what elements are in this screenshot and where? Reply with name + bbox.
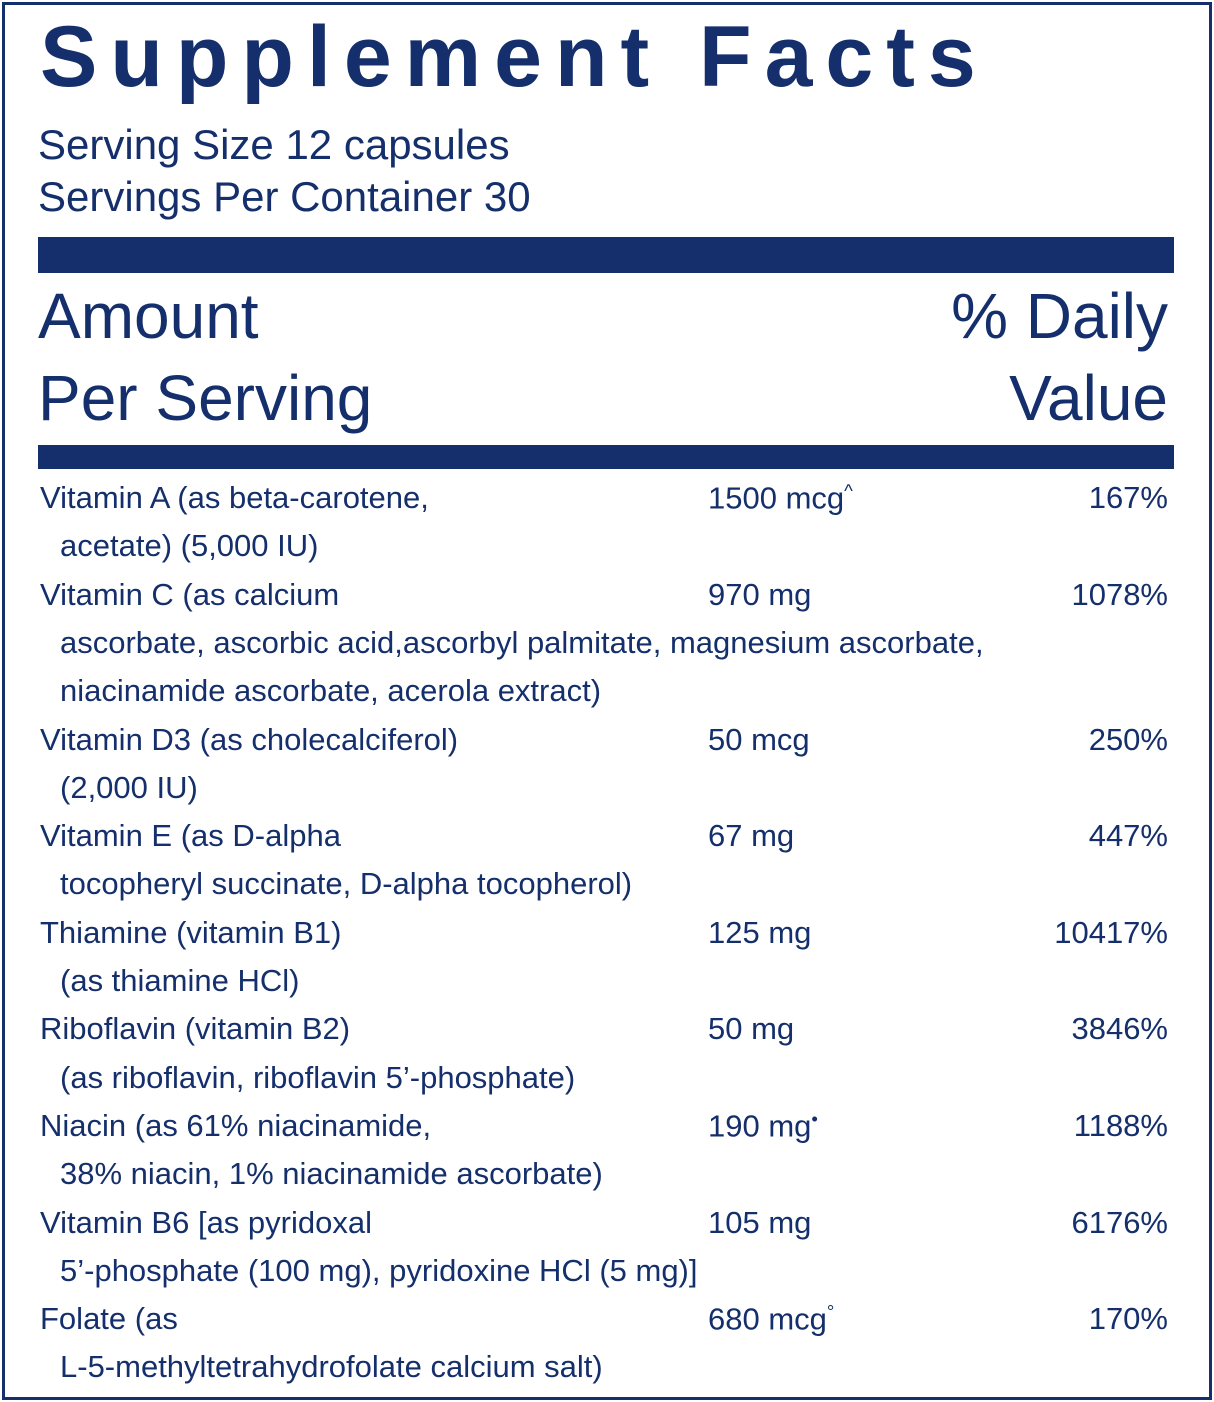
amount: 67 mg bbox=[708, 818, 795, 854]
nutrient-name: Vitamin D3 (as cholecalciferol) bbox=[40, 721, 459, 757]
dv-header: % Daily bbox=[951, 280, 1168, 352]
dv-header: Value bbox=[1009, 362, 1168, 434]
amount-cell: 970 mg bbox=[708, 579, 811, 610]
daily-value: 447% bbox=[1088, 818, 1168, 854]
amount: 1500 mcg bbox=[708, 480, 845, 516]
amount-cell: 50 mcg bbox=[708, 724, 810, 755]
nutrient-name: (as thiamine HCl) bbox=[60, 963, 300, 998]
nutrient-name: 5’-phosphate (100 mg), pyridoxine HCl (5… bbox=[60, 1252, 698, 1288]
nutrient-name: Niacin (as 61% niacinamide, bbox=[40, 1107, 432, 1143]
nutrient-name: Thiamine (vitamin B1) bbox=[40, 914, 342, 950]
amount-cell: 50 mg bbox=[708, 1013, 794, 1044]
nutrient-name: Vitamin C (as calcium bbox=[40, 576, 340, 612]
nutrient-name: Vitamin B6 [as pyridoxal bbox=[40, 1204, 372, 1240]
daily-value: 1078% bbox=[1071, 576, 1168, 612]
footnote-symbol: • bbox=[811, 1107, 818, 1129]
amount-cell: 105 mg bbox=[708, 1207, 811, 1238]
amount-cell: 1500 mcg^ bbox=[708, 480, 853, 516]
amount-cell: 67 mg bbox=[708, 820, 794, 851]
nutrient-name: ascorbate, ascorbic acid,ascorbyl palmit… bbox=[60, 624, 984, 660]
daily-value: 3846% bbox=[1071, 1011, 1168, 1047]
amount: 125 mg bbox=[708, 914, 812, 950]
servings-per-container: Servings Per Container 30 bbox=[38, 173, 531, 220]
daily-value: 250% bbox=[1088, 721, 1168, 757]
daily-value: 1188% bbox=[1073, 1107, 1168, 1143]
amount-cell: 190 mg• bbox=[708, 1107, 818, 1144]
nutrient-name: tocopheryl succinate, D-alpha tocopherol… bbox=[60, 866, 633, 902]
nutrient-name: Folate (as bbox=[40, 1301, 178, 1337]
nutrient-name: (as riboflavin, riboflavin 5’-phosphate) bbox=[60, 1059, 576, 1095]
footnote-symbol: ° bbox=[826, 1301, 835, 1323]
amount: 680 mcg bbox=[708, 1301, 827, 1337]
rule bbox=[38, 445, 1174, 469]
nutrient-name: (2,000 IU) bbox=[60, 769, 198, 805]
daily-value: 167% bbox=[1088, 480, 1168, 515]
amount-header: Amount bbox=[38, 280, 259, 352]
amount: 190 mg bbox=[708, 1108, 812, 1144]
nutrient-name: Vitamin A (as beta-carotene, bbox=[40, 480, 429, 515]
amount: 50 mcg bbox=[708, 721, 810, 757]
nutrient-name: L-5-methyltetrahydrofolate calcium salt) bbox=[60, 1349, 603, 1385]
daily-value: 10417% bbox=[1054, 914, 1168, 950]
nutrient-name: Riboflavin (vitamin B2) bbox=[40, 1011, 351, 1047]
serving-size: Serving Size 12 capsules bbox=[38, 121, 510, 168]
title: Supplement Facts bbox=[40, 9, 989, 105]
amount: 50 mg bbox=[708, 1011, 795, 1047]
footnote-symbol: ^ bbox=[844, 480, 853, 501]
nutrient-name: Vitamin E (as D-alpha bbox=[40, 818, 341, 854]
nutrient-name: niacinamide ascorbate, acerola extract) bbox=[60, 673, 602, 709]
daily-value: 170% bbox=[1088, 1301, 1168, 1337]
amount: 970 mg bbox=[708, 576, 812, 612]
nutrient-name: acetate) (5,000 IU) bbox=[60, 528, 319, 564]
amount-cell: 680 mcg° bbox=[708, 1301, 835, 1337]
amount-cell: 125 mg bbox=[708, 917, 811, 948]
amount: 105 mg bbox=[708, 1204, 812, 1240]
daily-value: 6176% bbox=[1071, 1204, 1168, 1240]
thick-rule bbox=[38, 237, 1174, 273]
nutrient-name: 38% niacin, 1% niacinamide ascorbate) bbox=[60, 1156, 603, 1192]
amount-header: Per Serving bbox=[38, 362, 373, 434]
